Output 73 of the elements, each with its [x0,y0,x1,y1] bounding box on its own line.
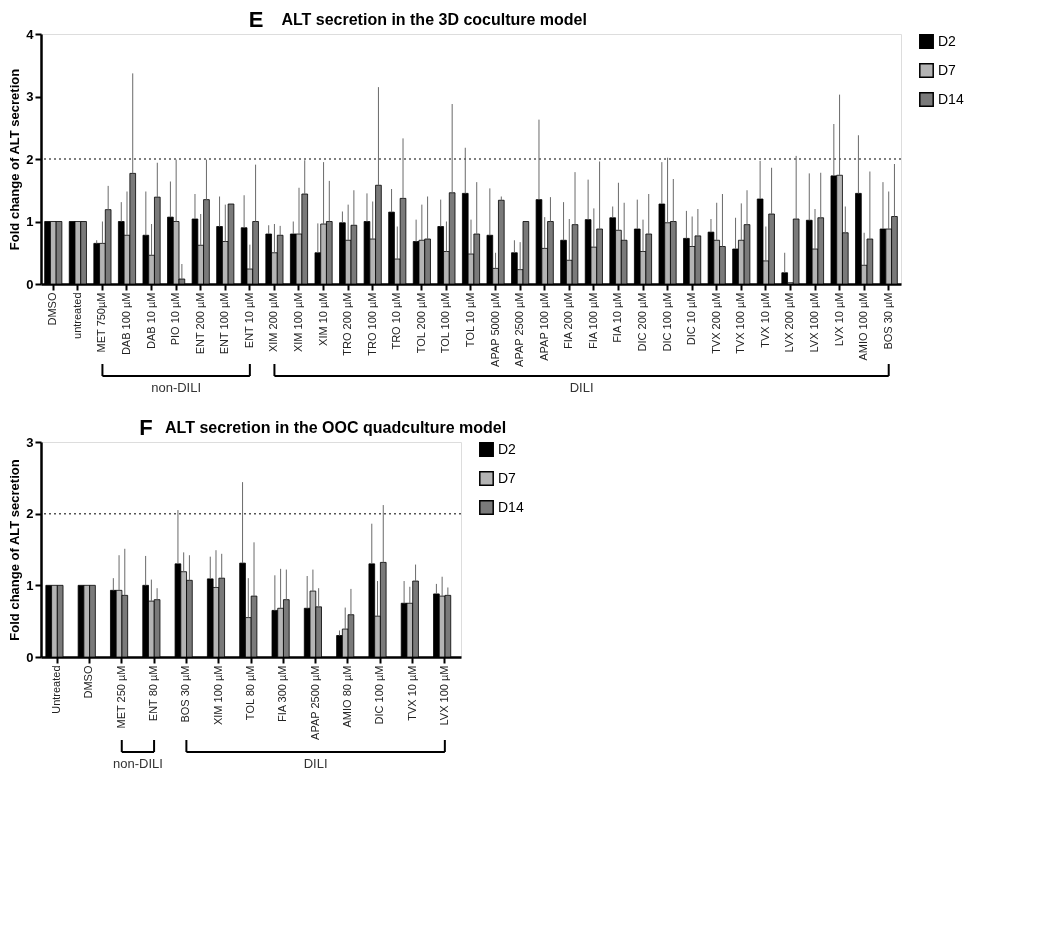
x-tick-label: FIA 100 µM [586,292,599,349]
text: non-DILI [151,380,202,395]
x-tick-label: TVX 10 µM [758,292,771,348]
x-tick-label: FIA 300 µM [276,665,289,722]
x-tick-label: TRO 10 µM [390,292,403,350]
x-tick-label: TVX 100 µM [734,292,747,354]
legend-label: D7 [938,61,957,78]
x-tick-label: ENT 80 µM [147,665,160,722]
x-tick-label: APAP 2500 µM [513,292,526,367]
x-tick-label: XIM 100 µM [292,292,304,353]
x-tick-label: XIM 100 µM [211,665,224,726]
x-tick-label: LVX 200 µM [783,292,796,353]
x-tick-label: ENT 100 µM [218,292,231,355]
x-tick-label: ENT 200 µM [193,292,206,355]
x-tick-label: LVX 100 µM [437,665,450,726]
x-tick-label: DIC 100 µM [660,292,673,352]
x-tick-label: APAP 100 µM [537,292,550,361]
legend-label: D14 [938,90,964,107]
x-tick-label: MET 250 µM [114,665,127,729]
text: E [248,7,264,32]
x-tick-label: TOL 200 µM [414,292,427,354]
y-tick-label: 4 [26,26,35,42]
text: DILI [303,756,328,771]
y-tick-label: 3 [26,434,34,450]
x-tick-label: AMIO 100 µM [857,292,870,361]
y-axis-title: Fold change of ALT secretion [7,459,23,641]
y-tick-label: 1 [26,577,34,593]
y-tick-label: 2 [26,506,34,522]
x-tick-label: PIO 10 µM [169,292,182,346]
legend-label: D2 [498,440,517,457]
x-tick-label: LVX 100 µM [808,292,820,353]
text: non-DILI [112,756,163,771]
x-tick-label: TRO 200 µM [341,292,354,356]
x-tick-label: APAP 2500 µM [308,665,321,740]
x-tick-label: Untreated [50,665,63,714]
x-tick-label: DIC 100 µM [373,665,386,725]
x-tick-label: LVX 10 µM [832,292,845,347]
chart-title: ALT secretion in the 3D coculture model [281,11,587,28]
x-tick-label: TRO 100 µM [365,292,378,356]
x-tick-label: DAB 100 µM [120,292,132,356]
x-tick-label: AMIO 80 µM [340,665,353,728]
text: DILI [569,380,594,395]
x-tick-label: XIM 200 µM [267,292,280,353]
y-tick-label: 1 [26,214,34,229]
x-tick-label: DMSO [46,292,59,326]
x-tick-label: DAB 10 µM [144,292,157,349]
x-tick-label: TVX 10 µM [405,665,418,721]
x-tick-label: FIA 200 µM [562,292,575,349]
x-tick-label: APAP 5000 µM [488,292,501,367]
x-tick-label: ENT 10 µM [242,292,255,349]
text: F [139,415,153,440]
chart-title: ALT secretion in the OOC quadculture model [165,419,507,436]
legend-label: D7 [498,469,517,486]
x-tick-label: TOL 80 µM [244,665,256,721]
y-tick-label: 0 [26,649,34,665]
x-tick-label: TOL 10 µM [464,292,476,348]
y-axis-title: Fold change of ALT secretion [7,68,23,251]
x-tick-label: TVX 200 µM [709,292,722,354]
y-tick-label: 3 [26,89,34,104]
legend-label: D2 [938,32,957,49]
x-tick-label: DMSO [82,665,95,699]
y-tick-label: 0 [26,276,34,292]
x-tick-label: DIC 10 µM [685,292,698,346]
x-tick-label: MET 750µM [95,292,108,353]
x-tick-label: FIA 10 µM [611,292,624,343]
x-tick-label: XIM 10 µM [316,292,329,346]
x-tick-label: BOS 30 µM [179,665,192,723]
y-tick-label: 2 [26,151,34,167]
legend-label: D14 [498,498,524,515]
x-tick-label: BOS 30 µM [881,292,894,350]
x-tick-label: DIC 200 µM [636,292,648,352]
x-tick-label: TOL 100 µM [439,292,452,354]
x-tick-label: untreated [70,292,83,339]
